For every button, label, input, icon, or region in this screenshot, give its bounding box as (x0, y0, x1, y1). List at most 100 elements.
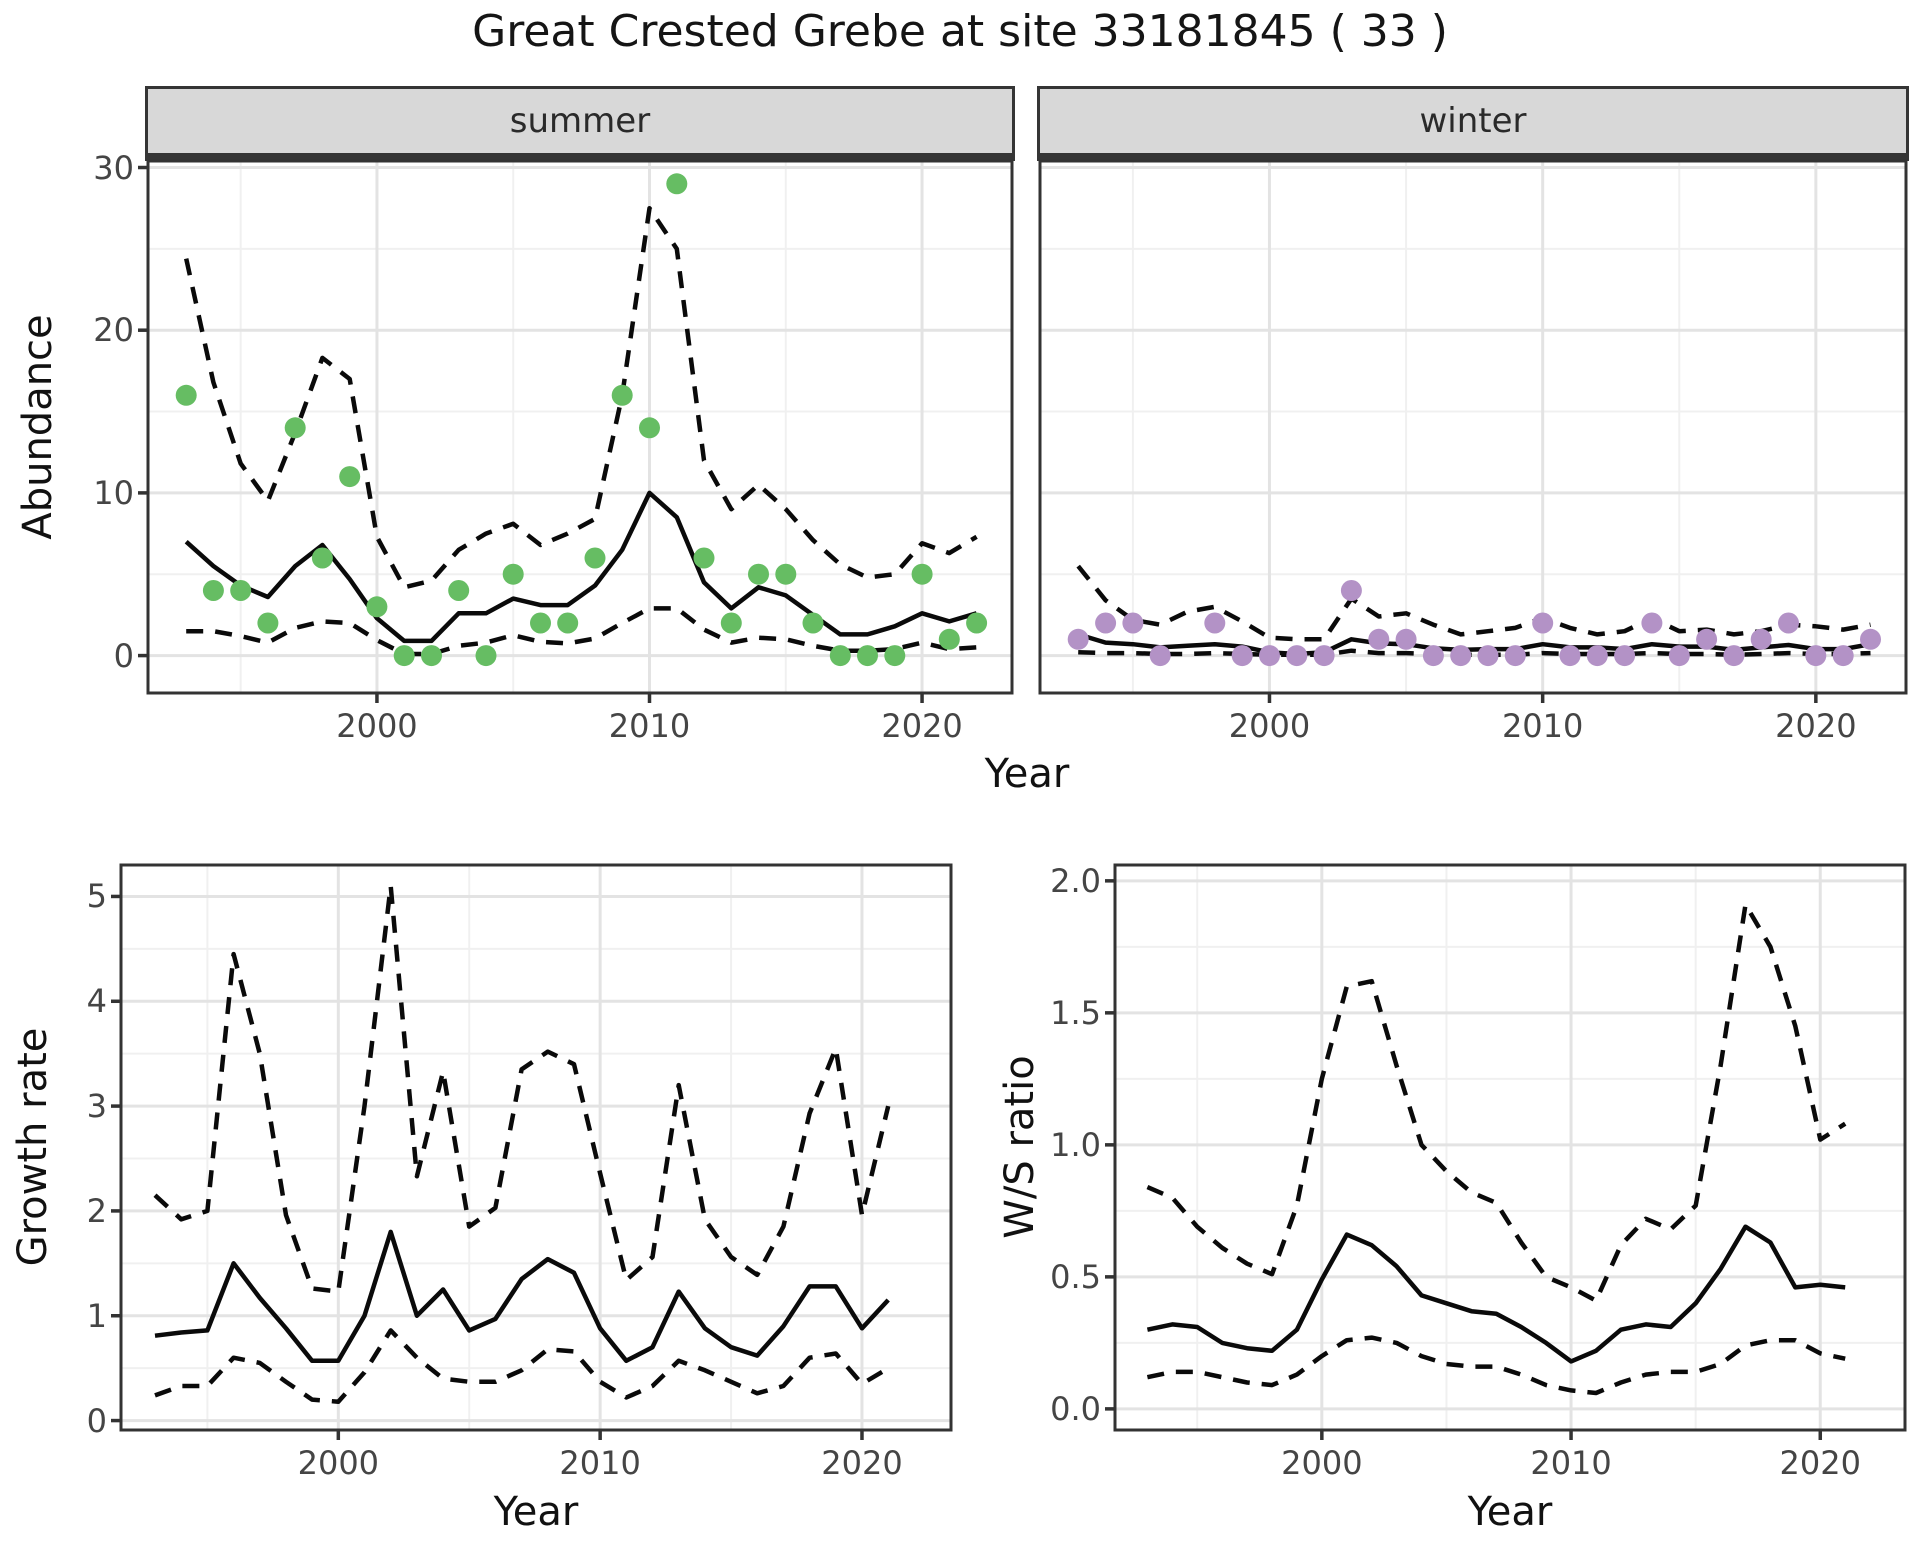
upper_ci-line (184, 205, 978, 590)
data-point-observed (1860, 628, 1881, 650)
data-point-observed (1450, 645, 1472, 667)
data-point-observed (175, 384, 197, 406)
panel-border (146, 159, 1014, 695)
data-point-observed (666, 173, 688, 195)
data-point-observed (339, 466, 361, 488)
panel-border (1038, 159, 1908, 695)
panel-growth-rate (111, 863, 953, 1440)
data-point-observed (1095, 612, 1117, 634)
data-point-observed (502, 563, 524, 585)
data-point-observed (1422, 645, 1444, 667)
data-point-observed (1614, 645, 1636, 667)
fit-line (1146, 1224, 1846, 1364)
lower_ci-line (1078, 648, 1871, 658)
x-tick-label: 2020 (1775, 707, 1857, 745)
data-point-observed (857, 645, 878, 667)
data-point-observed (1313, 645, 1335, 667)
x-tick-label: 2010 (559, 1444, 641, 1482)
x-tick-label: 2010 (608, 707, 691, 745)
data-point-observed (1340, 580, 1362, 601)
y-tick-label: 1.0 (1050, 1125, 1101, 1164)
data-point-observed (1122, 612, 1144, 634)
data-point-observed (1067, 628, 1089, 650)
data-point-observed (1259, 645, 1280, 667)
data-point-observed (1750, 628, 1772, 650)
x-tick-label: 2010 (1530, 1444, 1612, 1482)
x-axis-title-year-top: Year (984, 751, 1070, 797)
data-point-observed (257, 612, 279, 634)
x-tick-label: 2010 (1501, 707, 1584, 745)
data-point-observed (829, 645, 851, 667)
data-point-observed (611, 384, 633, 406)
data-point-observed (1368, 628, 1390, 650)
panel-border (1113, 863, 1907, 1432)
y-tick-label: 20 (93, 311, 134, 350)
y-tick-label: 10 (93, 473, 134, 512)
y-tick-label: 0 (113, 636, 134, 675)
data-point-observed (1504, 645, 1526, 667)
fit-line (154, 1229, 890, 1364)
fit-line (184, 490, 978, 644)
data-point-observed (966, 612, 988, 634)
y-tick-label: 1 (86, 1296, 107, 1335)
facet-strip-winter: winter (1037, 86, 1909, 161)
x-tick-label: 2020 (821, 1444, 903, 1482)
data-point-observed (557, 612, 579, 634)
data-point-observed (475, 645, 497, 667)
data-point-observed (202, 580, 224, 601)
y-tick-label: 4 (86, 982, 107, 1021)
y-tick-label: 5 (86, 877, 107, 916)
data-point-observed (1832, 645, 1854, 667)
data-point-observed (1149, 645, 1171, 667)
x-tick-label: 2000 (1281, 1444, 1363, 1482)
data-point-observed (530, 612, 551, 634)
panel-abundance-summer (138, 159, 1014, 703)
lower_ci-line (1146, 1335, 1846, 1396)
data-point-observed (639, 417, 660, 439)
data-point-observed (366, 596, 388, 618)
data-point-observed (693, 547, 715, 569)
data-point-observed (1204, 612, 1226, 634)
y-tick-label: 2.0 (1050, 861, 1101, 900)
y-axis-title-growth-rate: Growth rate (10, 1027, 56, 1267)
data-point-observed (448, 580, 470, 601)
y-tick-label: 0 (86, 1401, 107, 1440)
panel-abundance-winter (1038, 159, 1908, 703)
data-point-observed (1477, 645, 1499, 667)
x-axis-title-year-bottom-right: Year (1467, 1489, 1553, 1535)
y-tick-label: 0.5 (1050, 1257, 1101, 1296)
data-point-observed (1395, 628, 1417, 650)
x-tick-label: 2000 (1228, 707, 1311, 745)
data-point-observed (1696, 628, 1718, 650)
panel-ws-ratio (1105, 863, 1907, 1440)
data-point-observed (393, 645, 415, 667)
facet-strip-summer: summer (145, 86, 1015, 161)
y-tick-label: 3 (86, 1087, 107, 1126)
x-tick-label: 2000 (297, 1444, 380, 1482)
facet-label-winter: winter (1419, 101, 1527, 141)
data-point-observed (1559, 645, 1581, 667)
data-point-observed (1286, 645, 1308, 667)
facet-label-summer: summer (509, 101, 651, 141)
upper_ci-line (153, 883, 891, 1294)
y-tick-label: 2 (86, 1191, 107, 1230)
upper_ci-line (1076, 564, 1871, 642)
panel-border (119, 863, 953, 1432)
data-point-observed (938, 628, 960, 650)
data-point-observed (1805, 645, 1827, 667)
chart-title: Great Crested Grebe at site 33181845 ( 3… (472, 6, 1448, 57)
data-point-observed (311, 547, 333, 569)
data-point-observed (1723, 645, 1745, 667)
upper_ci-line (1146, 902, 1847, 1303)
data-point-observed (802, 612, 824, 634)
y-tick-label: 1.5 (1050, 993, 1101, 1032)
data-point-observed (1586, 645, 1608, 667)
lower_ci-line (186, 606, 977, 657)
data-point-observed (1231, 645, 1253, 667)
data-point-observed (230, 580, 252, 601)
data-point-observed (1668, 645, 1690, 667)
x-tick-label: 2000 (336, 707, 418, 745)
data-point-observed (911, 563, 933, 585)
data-point-observed (884, 645, 906, 667)
